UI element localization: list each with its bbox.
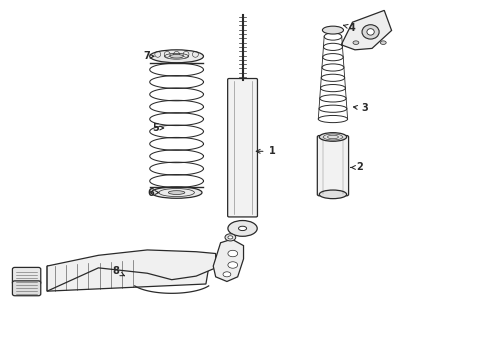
Text: 8: 8	[112, 266, 124, 276]
Ellipse shape	[225, 234, 236, 241]
Ellipse shape	[319, 133, 346, 141]
Ellipse shape	[228, 236, 233, 239]
FancyBboxPatch shape	[12, 267, 41, 284]
FancyBboxPatch shape	[228, 78, 257, 217]
Polygon shape	[213, 239, 244, 282]
Text: 3: 3	[353, 103, 368, 113]
Ellipse shape	[150, 50, 203, 63]
Text: 2: 2	[351, 162, 363, 172]
Ellipse shape	[169, 191, 185, 194]
Ellipse shape	[223, 272, 231, 277]
Ellipse shape	[228, 250, 238, 257]
Polygon shape	[47, 250, 216, 291]
Text: 1: 1	[256, 146, 275, 156]
Text: 5: 5	[153, 123, 164, 133]
FancyBboxPatch shape	[318, 135, 348, 196]
Ellipse shape	[170, 54, 183, 58]
Ellipse shape	[239, 226, 246, 231]
Text: 6: 6	[148, 188, 159, 198]
Ellipse shape	[228, 221, 257, 236]
Ellipse shape	[367, 29, 374, 35]
FancyBboxPatch shape	[12, 281, 41, 296]
Polygon shape	[47, 255, 211, 291]
Ellipse shape	[353, 41, 359, 44]
Text: 4: 4	[343, 23, 356, 33]
Ellipse shape	[228, 262, 238, 268]
Ellipse shape	[362, 25, 379, 39]
Ellipse shape	[319, 190, 346, 199]
Polygon shape	[341, 10, 392, 50]
Ellipse shape	[151, 187, 202, 198]
Ellipse shape	[380, 41, 386, 44]
Ellipse shape	[322, 26, 343, 34]
Text: 7: 7	[143, 51, 154, 61]
